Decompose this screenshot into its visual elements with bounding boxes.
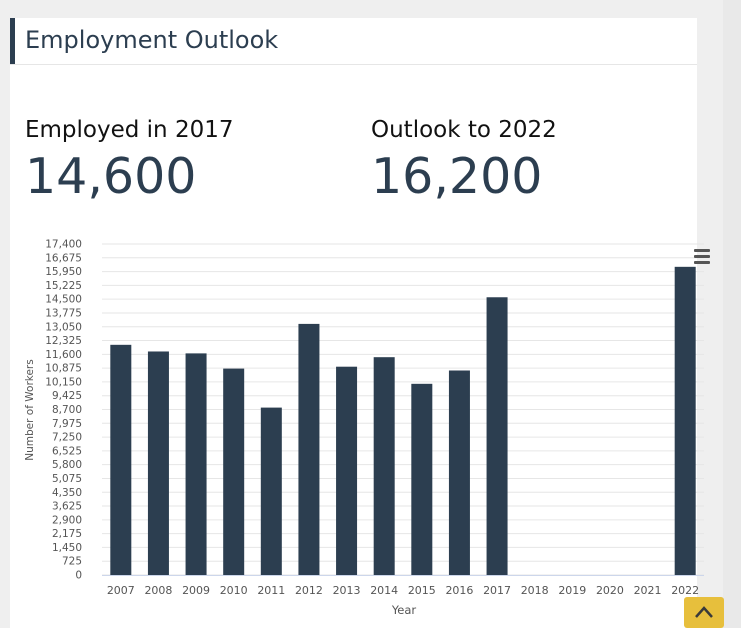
bar-2016[interactable] bbox=[448, 370, 470, 575]
y-tick-label: 13,050 bbox=[45, 321, 82, 333]
y-tick-label: 5,800 bbox=[52, 459, 82, 471]
outlook-stat: Outlook to 2022 16,200 bbox=[371, 116, 557, 204]
bar-2015[interactable] bbox=[411, 383, 433, 575]
y-tick-label: 16,675 bbox=[45, 252, 82, 264]
bar-2012[interactable] bbox=[298, 323, 320, 575]
x-axis-ticks: 2007 2008 2009 2010 2011 2012 2013 2014 2015 2016… bbox=[107, 584, 699, 597]
hamburger-menu-icon-line bbox=[694, 261, 710, 264]
y-tick-label: 15,950 bbox=[45, 266, 82, 278]
x-tick-label: 2019 bbox=[558, 584, 586, 597]
chart-menu-button[interactable] bbox=[690, 246, 714, 266]
hamburger-menu-icon bbox=[694, 249, 710, 252]
y-tick-label: 14,500 bbox=[45, 294, 82, 306]
employed-stat: Employed in 2017 14,600 bbox=[25, 116, 233, 204]
y-tick-label: 5,075 bbox=[52, 473, 82, 485]
bar-2011[interactable] bbox=[260, 407, 282, 575]
x-tick-label: 2015 bbox=[408, 584, 436, 597]
y-tick-label: 15,225 bbox=[45, 280, 82, 292]
x-tick-label: 2007 bbox=[107, 584, 135, 597]
employed-label: Employed in 2017 bbox=[25, 117, 234, 143]
y-tick-label: 9,425 bbox=[52, 390, 82, 402]
y-tick-label: 13,775 bbox=[45, 307, 82, 319]
x-tick-label: 2012 bbox=[295, 584, 323, 597]
y-tick-label: 10,875 bbox=[45, 363, 82, 375]
y-tick-label: 12,325 bbox=[45, 335, 82, 347]
bar-2013[interactable] bbox=[336, 366, 358, 575]
y-tick-label: 11,600 bbox=[45, 349, 82, 361]
y-tick-label: 2,175 bbox=[52, 528, 82, 540]
y-tick-label: 7,975 bbox=[52, 418, 82, 430]
x-tick-label: 2020 bbox=[596, 584, 624, 597]
chevron-up-icon bbox=[695, 606, 713, 618]
hamburger-menu-icon-line bbox=[694, 255, 710, 258]
y-tick-label: 3,625 bbox=[52, 501, 82, 513]
y-tick-label: 725 bbox=[62, 556, 82, 568]
x-tick-label: 2018 bbox=[521, 584, 549, 597]
x-tick-label: 2009 bbox=[182, 584, 210, 597]
bar-2008[interactable] bbox=[147, 351, 169, 575]
employed-value: 14,600 bbox=[25, 148, 197, 205]
panel-header: Employment Outlook bbox=[10, 18, 697, 65]
y-tick-label: 0 bbox=[75, 570, 82, 582]
bar-2014[interactable] bbox=[373, 357, 395, 575]
x-tick-label: 2016 bbox=[445, 584, 473, 597]
x-tick-label: 2014 bbox=[370, 584, 398, 597]
y-tick-label: 8,700 bbox=[52, 404, 82, 416]
page-scrollbar[interactable] bbox=[723, 0, 741, 628]
x-axis-label: Year bbox=[391, 603, 417, 617]
x-tick-label: 2022 bbox=[671, 584, 699, 597]
x-tick-label: 2011 bbox=[257, 584, 285, 597]
bar-2017[interactable] bbox=[486, 297, 508, 575]
x-tick-label: 2017 bbox=[483, 584, 511, 597]
scroll-to-top-button[interactable] bbox=[684, 597, 724, 628]
x-tick-label: 2021 bbox=[634, 584, 662, 597]
outlook-value: 16,200 bbox=[371, 148, 543, 205]
y-tick-label: 2,900 bbox=[52, 514, 82, 526]
bar-2009[interactable] bbox=[185, 353, 207, 575]
header-accent-bar bbox=[10, 18, 15, 64]
bar-2022[interactable] bbox=[674, 266, 696, 575]
y-tick-label: 7,250 bbox=[52, 432, 82, 444]
y-tick-label: 4,350 bbox=[52, 487, 82, 499]
panel-title: Employment Outlook bbox=[25, 26, 279, 54]
bar-2010[interactable] bbox=[223, 368, 245, 575]
bar-2007[interactable] bbox=[110, 344, 132, 575]
y-tick-label: 10,150 bbox=[45, 376, 82, 388]
y-tick-label: 6,525 bbox=[52, 445, 82, 457]
y-axis-label: Number of Workers bbox=[24, 359, 36, 460]
y-tick-label: 1,450 bbox=[52, 542, 82, 554]
x-tick-label: 2013 bbox=[333, 584, 361, 597]
outlook-label: Outlook to 2022 bbox=[371, 117, 557, 143]
y-tick-label: 17,400 bbox=[45, 239, 82, 251]
x-tick-label: 2008 bbox=[144, 584, 172, 597]
chart-bars bbox=[110, 266, 696, 575]
x-tick-label: 2010 bbox=[220, 584, 248, 597]
